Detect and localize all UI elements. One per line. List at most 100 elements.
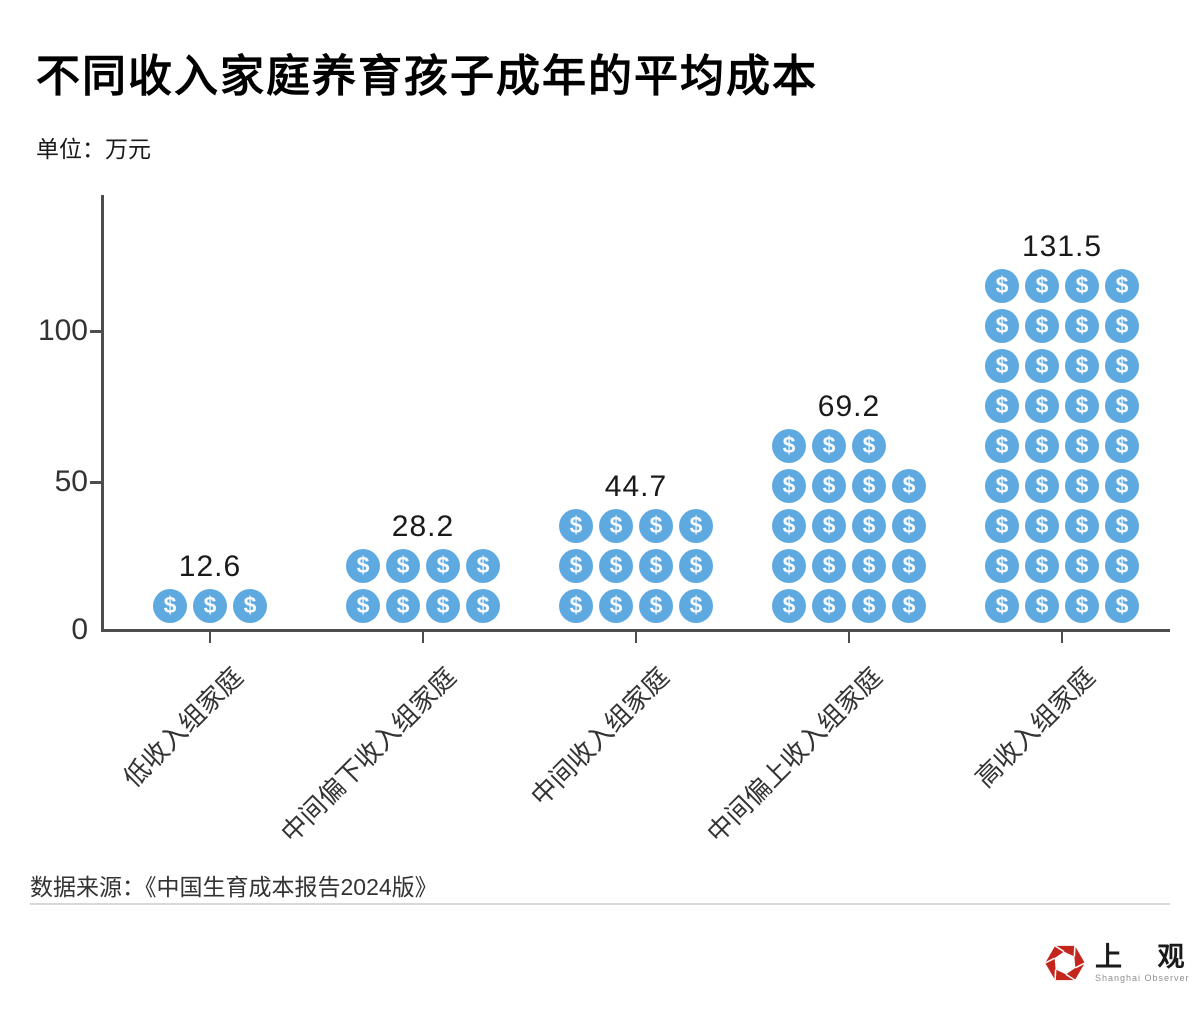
y-tick-50: [90, 481, 101, 484]
x-tick: [422, 632, 424, 643]
dollar-symbol: $: [609, 551, 623, 578]
dollar-symbol: $: [396, 591, 410, 618]
dollar-symbol: $: [995, 591, 1009, 618]
dollar-symbol: $: [689, 551, 703, 578]
dollar-coin-icon: $: [153, 589, 187, 623]
dollar-coin-icon: $: [346, 549, 380, 583]
dollar-coin-icon: $: [1025, 309, 1059, 343]
dollar-symbol: $: [649, 511, 663, 538]
dollar-symbol: $: [1075, 351, 1089, 378]
dollar-coin-icon: $: [386, 549, 420, 583]
dollar-symbol: $: [356, 551, 370, 578]
dollar-coin-icon: $: [985, 549, 1019, 583]
dollar-symbol: $: [1035, 431, 1049, 458]
dollar-coin-icon: $: [1025, 549, 1059, 583]
dollar-symbol: $: [1035, 551, 1049, 578]
category-label: 中间收入组家庭: [524, 661, 675, 812]
dollar-symbol: $: [163, 591, 177, 618]
dollar-symbol: $: [1115, 311, 1129, 338]
y-axis-line: [101, 195, 104, 632]
value-label: 12.6: [178, 550, 242, 583]
dollar-coin-icon: $: [233, 589, 267, 623]
dollar-coin-icon: $: [193, 589, 227, 623]
dollar-coin-icon: $: [1025, 429, 1059, 463]
dollar-coin-icon: $: [985, 389, 1019, 423]
dollar-coin-icon: $: [985, 429, 1019, 463]
dollar-symbol: $: [995, 311, 1009, 338]
dollar-symbol: $: [995, 431, 1009, 458]
dollar-symbol: $: [902, 551, 916, 578]
dollar-symbol: $: [1115, 471, 1129, 498]
dollar-coin-icon: $: [1025, 589, 1059, 623]
dollar-coin-icon: $: [1105, 469, 1139, 503]
dollar-coin-icon: $: [772, 509, 806, 543]
dollar-coin-icon: $: [1065, 469, 1099, 503]
dollar-symbol: $: [862, 511, 876, 538]
dollar-symbol: $: [1115, 431, 1129, 458]
dollar-coin-icon: $: [985, 349, 1019, 383]
dollar-coin-icon: $: [1065, 509, 1099, 543]
dollar-symbol: $: [995, 351, 1009, 378]
aperture-hexagon-icon: [1044, 945, 1086, 981]
dollar-coin-icon: $: [852, 509, 886, 543]
dollar-symbol: $: [609, 511, 623, 538]
dollar-symbol: $: [782, 551, 796, 578]
category-label: 中间偏上收入组家庭: [701, 661, 888, 849]
dollar-coin-icon: $: [679, 509, 713, 543]
dollar-coin-icon: $: [559, 589, 593, 623]
dollar-coin-icon: $: [1025, 389, 1059, 423]
dollar-coin-icon: $: [1025, 269, 1059, 303]
dollar-symbol: $: [436, 551, 450, 578]
footer-divider: [30, 903, 1170, 905]
x-tick: [848, 632, 850, 643]
dollar-coin-icon: $: [599, 549, 633, 583]
dollar-coin-icon: $: [772, 549, 806, 583]
dollar-coin-icon: $: [985, 509, 1019, 543]
dollar-coin-icon: $: [852, 469, 886, 503]
dollar-coin-icon: $: [852, 429, 886, 463]
dollar-symbol: $: [609, 591, 623, 618]
dollar-symbol: $: [995, 551, 1009, 578]
dollar-symbol: $: [689, 591, 703, 618]
dollar-symbol: $: [1075, 591, 1089, 618]
dollar-coin-icon: $: [1105, 429, 1139, 463]
dollar-symbol: $: [862, 591, 876, 618]
dollar-symbol: $: [822, 431, 836, 458]
dollar-coin-icon: $: [346, 589, 380, 623]
dollar-symbol: $: [1035, 311, 1049, 338]
dollar-coin-icon: $: [812, 589, 846, 623]
y-tick-label-100: 100: [37, 314, 88, 347]
dollar-symbol: $: [995, 471, 1009, 498]
dollar-symbol: $: [1035, 591, 1049, 618]
dollar-symbol: $: [1115, 591, 1129, 618]
dollar-coin-icon: $: [1105, 269, 1139, 303]
category-label: 中间偏下收入组家庭: [275, 661, 462, 849]
dollar-coin-icon: $: [772, 589, 806, 623]
dollar-symbol: $: [1075, 511, 1089, 538]
dollar-symbol: $: [476, 551, 490, 578]
dollar-coin-icon: $: [1105, 349, 1139, 383]
dollar-symbol: $: [862, 431, 876, 458]
dollar-coin-icon: $: [852, 589, 886, 623]
dollar-symbol: $: [1075, 391, 1089, 418]
unit-label: 单位：万元: [36, 136, 151, 162]
dollar-symbol: $: [569, 551, 583, 578]
dollar-coin-icon: $: [772, 429, 806, 463]
dollar-symbol: $: [1035, 351, 1049, 378]
dollar-symbol: $: [782, 511, 796, 538]
dollar-coin-icon: $: [599, 509, 633, 543]
dollar-coin-icon: $: [985, 309, 1019, 343]
dollar-coin-icon: $: [559, 549, 593, 583]
dollar-symbol: $: [1075, 471, 1089, 498]
dollar-symbol: $: [822, 551, 836, 578]
dollar-coin-icon: $: [812, 469, 846, 503]
dollar-symbol: $: [649, 591, 663, 618]
dollar-symbol: $: [476, 591, 490, 618]
dollar-coin-icon: $: [1105, 589, 1139, 623]
dollar-coin-icon: $: [852, 549, 886, 583]
dollar-symbol: $: [822, 591, 836, 618]
shanghai-observer-logo: 上 观 Shanghai Observer: [1043, 941, 1199, 985]
dollar-coin-icon: $: [892, 549, 926, 583]
dollar-coin-icon: $: [1105, 509, 1139, 543]
